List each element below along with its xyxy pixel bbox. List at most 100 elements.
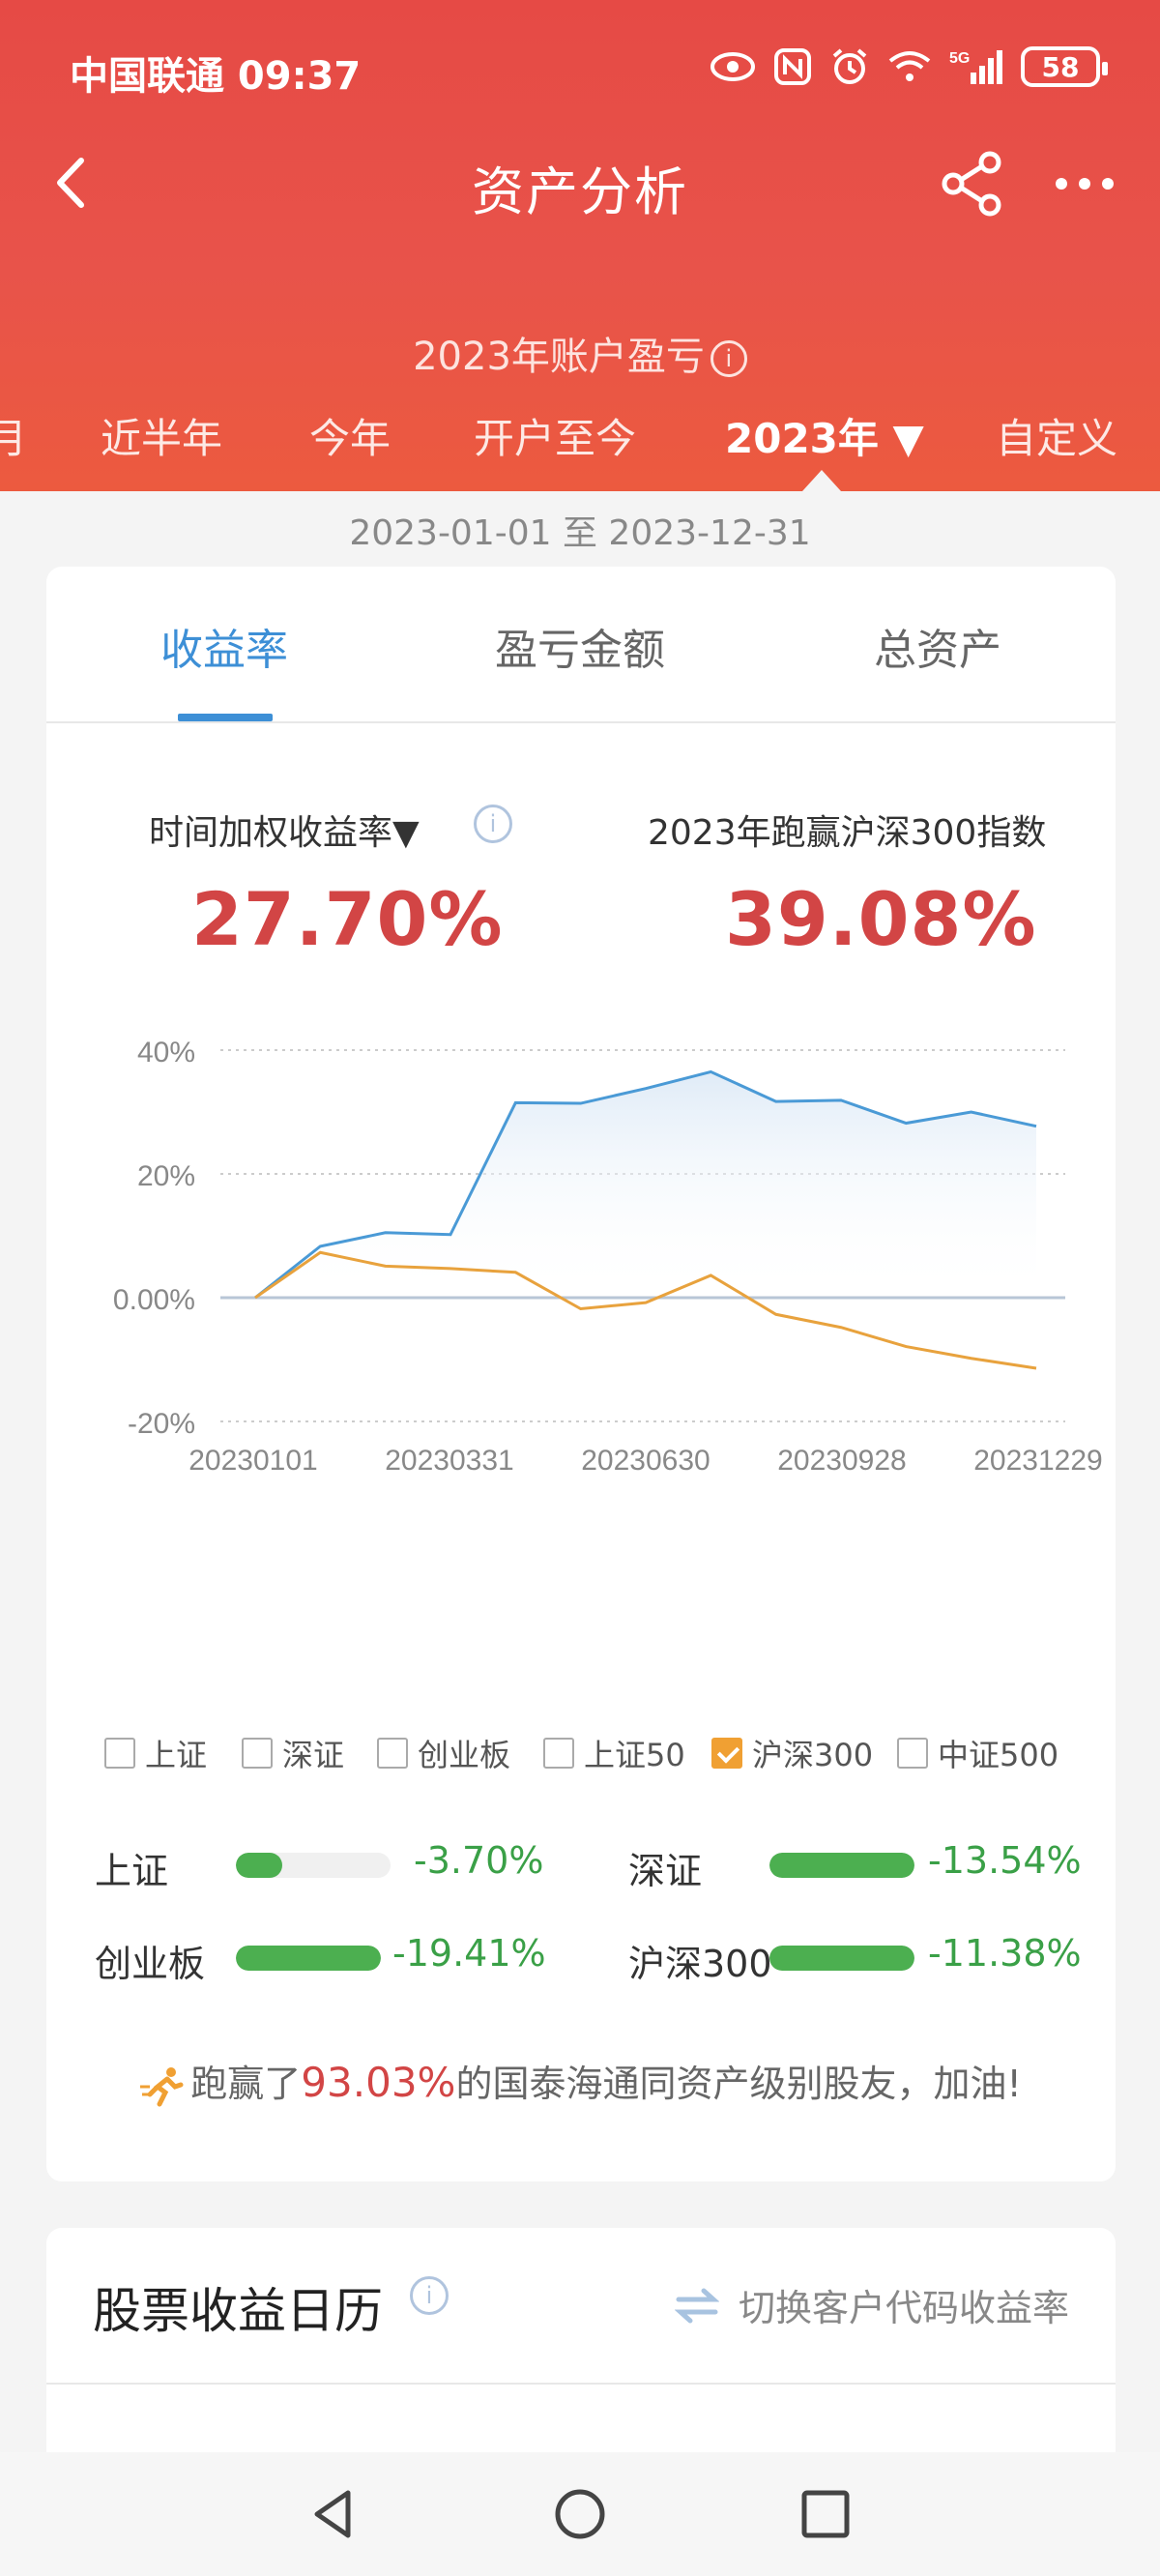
metric-tabs: 收益率 盈亏金额 总资产 — [46, 567, 1116, 723]
y-tick-label: 20% — [137, 1160, 195, 1192]
cmp-label-hs300: 沪深300 — [628, 1943, 772, 1985]
cmp-bar-fill — [236, 1853, 282, 1878]
period-tab-half-year[interactable]: 近半年 — [101, 415, 223, 462]
y-tick-label: 40% — [137, 1037, 195, 1068]
x-tick-label: 20230101 — [188, 1445, 317, 1477]
tab-return-rate[interactable]: 收益率 — [160, 626, 288, 675]
legend-item-sz50[interactable]: 上证50 — [543, 1731, 685, 1775]
switch-arrows-icon — [674, 2288, 719, 2323]
period-tab-month[interactable]: 月 — [0, 415, 28, 462]
switch-code-button[interactable]: 切换客户代码收益率 — [674, 2278, 1069, 2331]
x-tick-label: 20230331 — [385, 1445, 513, 1477]
beat-percent: 93.03% — [301, 2059, 456, 2106]
cmp-bar-cyb — [236, 1946, 381, 1971]
cmp-value-cyb: -19.41% — [392, 1932, 546, 1975]
status-bar: 中国联通 09:37 5G 58 — [0, 39, 1160, 101]
checkbox[interactable] — [377, 1738, 408, 1769]
header-background — [0, 0, 1160, 491]
x-tick-label: 20230928 — [777, 1445, 906, 1477]
cmp-bar-fill — [769, 1946, 914, 1971]
x-tick-label: 20231229 — [973, 1445, 1102, 1477]
period-tabs: 月 近半年 今年 开户至今 2023年 ▼ 自定义 — [0, 387, 1160, 483]
y-tick-label: -20% — [128, 1408, 195, 1440]
legend-item-sz[interactable]: 深证 — [242, 1731, 344, 1775]
more-icon[interactable] — [1050, 149, 1119, 219]
legend-label: 创业板 — [418, 1737, 511, 1773]
back-arrow-icon[interactable] — [39, 149, 106, 217]
cmp-bar-fill — [236, 1946, 381, 1971]
status-icons: 5G 58 — [710, 46, 1108, 87]
nav-bar: 资产分析 — [0, 135, 1160, 232]
period-tab-since-open[interactable]: 开户至今 — [474, 415, 637, 462]
carrier-time: 中国联通 09:37 — [70, 54, 362, 99]
legend-item-sh[interactable]: 上证 — [104, 1731, 207, 1775]
legend-item-hs300[interactable]: 沪深300 — [711, 1731, 873, 1775]
cmp-value-sz: -13.54% — [928, 1839, 1082, 1882]
period-tab-custom[interactable]: 自定义 — [996, 415, 1118, 462]
alarm-icon — [832, 48, 867, 84]
tab-pnl-amount[interactable]: 盈亏金额 — [495, 626, 665, 675]
cmp-value-hs300: -11.38% — [928, 1932, 1082, 1975]
returns-card: 收益率 盈亏金额 总资产 时间加权收益率▼ i 27.70% 2023年跑赢沪深… — [46, 567, 1116, 2181]
runner-icon — [140, 2066, 184, 2106]
recents-square-icon[interactable] — [795, 2483, 856, 2545]
beat-suffix: 的国泰海通同资产级别股友，加油! — [455, 2063, 1022, 2105]
cmp-bar-fill — [769, 1853, 914, 1878]
cmp-bar-hs300 — [769, 1946, 914, 1971]
legend-item-zz500[interactable]: 中证500 — [897, 1731, 1058, 1775]
twr-label[interactable]: 时间加权收益率▼ — [149, 813, 420, 853]
divider — [46, 2383, 1116, 2385]
x-tick-label: 20230630 — [581, 1445, 710, 1477]
tab-indicator — [178, 714, 273, 721]
legend-item-cyb[interactable]: 创业板 — [377, 1731, 510, 1775]
cmp-label-cyb: 创业板 — [95, 1943, 206, 1985]
account-pnl-title: 2023年账户盈亏 i — [0, 325, 1160, 381]
cmp-bar-sz — [769, 1853, 914, 1878]
eye-icon — [710, 52, 755, 81]
system-nav-bar — [0, 2452, 1160, 2576]
period-tab-2023[interactable]: 2023年 ▼ — [725, 415, 924, 462]
info-icon[interactable]: i — [410, 2276, 449, 2315]
twr-value: 27.70% — [191, 876, 504, 962]
battery-indicator: 58 — [1021, 46, 1108, 87]
signal-icon: 5G — [949, 50, 1002, 84]
legend-label: 上证50 — [584, 1737, 685, 1773]
period-tab-this-year[interactable]: 今年 — [309, 415, 392, 462]
back-triangle-icon[interactable] — [304, 2483, 365, 2545]
wifi-icon — [888, 51, 931, 81]
return-chart: 40% 20% 0.00% -20% 20230101 20230331 20230630 2… — [113, 1037, 1103, 1477]
svg-text:5G: 5G — [949, 50, 970, 67]
cmp-bar-sh — [236, 1853, 391, 1878]
return-area — [255, 1071, 1036, 1298]
page-title: 资产分析 — [472, 161, 688, 222]
return-line — [254, 1069, 1037, 1300]
checkbox[interactable] — [242, 1738, 273, 1769]
calendar-title: 股票收益日历 — [93, 2283, 383, 2339]
beat-prefix: 跑赢了 — [190, 2063, 302, 2105]
legend-label: 深证 — [282, 1737, 345, 1773]
date-range: 2023-01-01 至 2023-12-31 — [349, 513, 811, 553]
switch-label: 切换客户代码收益率 — [738, 2287, 1069, 2329]
account-pnl-title-text: 2023年账户盈亏 — [413, 335, 705, 379]
checkbox[interactable] — [543, 1738, 574, 1769]
legend-label: 上证 — [145, 1737, 208, 1773]
cmp-value-sh: -3.70% — [414, 1839, 544, 1882]
cmp-label-sh: 上证 — [95, 1850, 169, 1892]
tab-total-assets[interactable]: 总资产 — [874, 626, 1001, 675]
info-icon[interactable]: i — [710, 340, 747, 377]
info-icon[interactable]: i — [474, 805, 512, 843]
checkbox[interactable] — [897, 1738, 928, 1769]
home-circle-icon[interactable] — [549, 2483, 611, 2545]
index-legend: 上证 深证 创业板 上证50 沪深300 中证500 — [104, 1731, 1129, 1779]
beat-index-label: 2023年跑赢沪深300指数 — [648, 813, 1047, 853]
nfc-icon — [774, 48, 811, 85]
hs300-line — [254, 1250, 1037, 1370]
share-icon[interactable] — [938, 149, 1007, 219]
beat-peers-message: 跑赢了93.03%的国泰海通同资产级别股友，加油! — [0, 2054, 1160, 2108]
checkbox-checked[interactable] — [711, 1738, 742, 1769]
cmp-label-sz: 深证 — [628, 1850, 703, 1892]
y-tick-label: 0.00% — [113, 1284, 195, 1316]
beat-index-value: 39.08% — [725, 876, 1037, 962]
checkbox[interactable] — [104, 1738, 135, 1769]
legend-label: 中证500 — [938, 1737, 1059, 1773]
